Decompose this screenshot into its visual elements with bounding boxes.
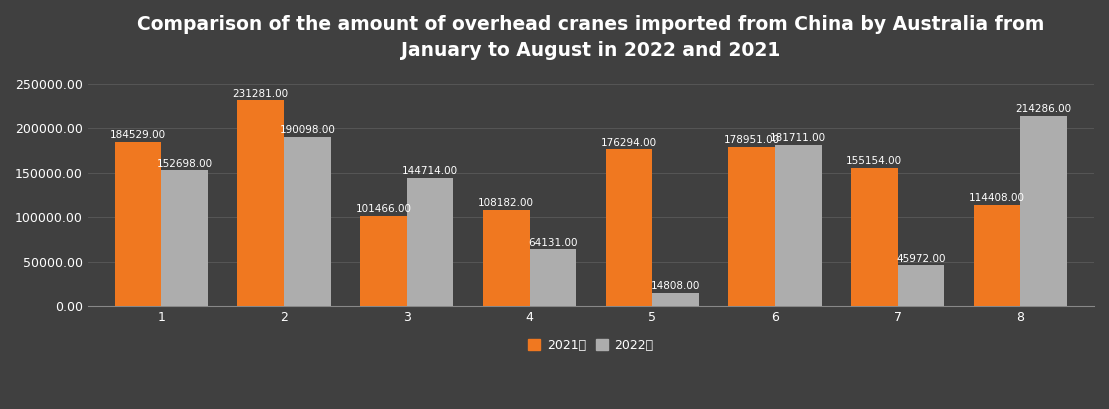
Bar [114,142,162,306]
Text: 214286.00: 214286.00 [1016,104,1071,114]
Text: 14808.00: 14808.00 [651,281,700,292]
Bar [652,293,699,306]
Text: 144714.00: 144714.00 [403,166,458,176]
Text: 190098.00: 190098.00 [279,125,335,135]
Bar [729,147,775,306]
Text: 155154.00: 155154.00 [846,157,903,166]
Text: 114408.00: 114408.00 [969,193,1025,203]
Bar [237,101,284,306]
Text: 181711.00: 181711.00 [770,133,826,143]
Text: 101466.00: 101466.00 [356,204,411,214]
Bar [1020,116,1067,306]
Text: 152698.00: 152698.00 [156,159,213,169]
Bar [482,210,529,306]
Bar [897,265,944,306]
Text: 178951.00: 178951.00 [723,135,780,145]
Bar [407,178,454,306]
Text: 184529.00: 184529.00 [110,130,166,140]
Text: 176294.00: 176294.00 [601,137,657,148]
Bar [775,144,822,306]
Bar [606,149,652,306]
Text: 45972.00: 45972.00 [896,254,946,264]
Title: Comparison of the amount of overhead cranes imported from China by Australia fro: Comparison of the amount of overhead cra… [138,15,1045,61]
Bar [360,216,407,306]
Text: 231281.00: 231281.00 [233,89,288,99]
Text: 108182.00: 108182.00 [478,198,535,208]
Legend: 2021年, 2022年: 2021年, 2022年 [528,339,653,352]
Bar [974,204,1020,306]
Text: 64131.00: 64131.00 [528,238,578,247]
Bar [851,168,897,306]
Bar [529,249,577,306]
Bar [284,137,330,306]
Bar [162,171,208,306]
